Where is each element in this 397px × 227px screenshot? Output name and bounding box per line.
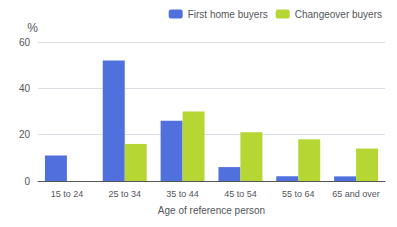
svg-text:Changeover buyers: Changeover buyers bbox=[295, 9, 382, 20]
svg-text:25 to 34: 25 to 34 bbox=[108, 189, 141, 199]
svg-text:35 to 44: 35 to 44 bbox=[166, 189, 199, 199]
svg-text:%: % bbox=[27, 21, 38, 35]
svg-text:Age of reference person: Age of reference person bbox=[158, 205, 265, 216]
svg-text:15 to 24: 15 to 24 bbox=[51, 189, 84, 199]
svg-text:60: 60 bbox=[19, 37, 31, 48]
svg-text:First home buyers: First home buyers bbox=[188, 9, 268, 20]
svg-text:65 and over: 65 and over bbox=[332, 189, 380, 199]
svg-text:40: 40 bbox=[19, 83, 31, 94]
svg-text:45 to 54: 45 to 54 bbox=[224, 189, 257, 199]
svg-text:0: 0 bbox=[24, 176, 30, 187]
svg-text:55 to 64: 55 to 64 bbox=[282, 189, 315, 199]
svg-text:20: 20 bbox=[19, 129, 31, 140]
